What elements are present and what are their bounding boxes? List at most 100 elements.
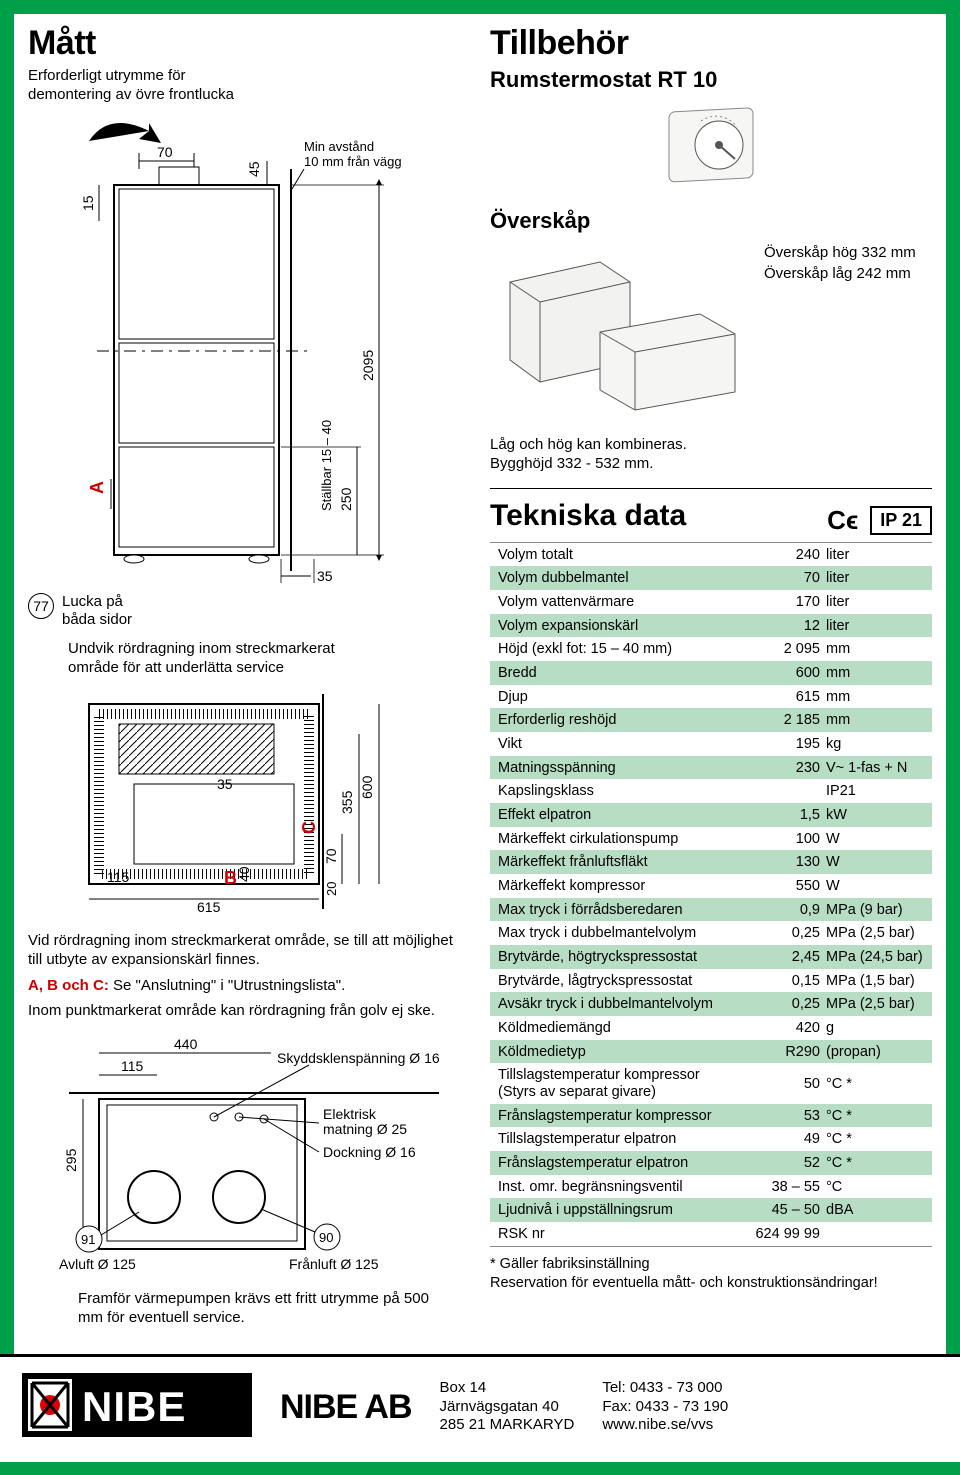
- table-row: Köldmediemängd420g: [490, 1016, 932, 1040]
- footnote-factory-setting: * Gäller fabriksinställning: [490, 1255, 932, 1275]
- label-franluft: Frånluft Ø 125: [289, 1256, 379, 1272]
- cabinet-labels: Överskåp hög 332 mm Överskåp låg 242 mm: [764, 242, 916, 432]
- table-row: Tillslagstemperatur kompressor (Styrs av…: [490, 1063, 932, 1103]
- table-cell-label: Tillslagstemperatur kompressor (Styrs av…: [490, 1063, 747, 1103]
- table-cell-value: 0,15: [747, 969, 822, 993]
- svg-text:40: 40: [236, 866, 252, 882]
- table-cell-label: Bredd: [490, 661, 747, 685]
- table-cell-unit: mm: [822, 637, 932, 661]
- table-cell-unit: °C *: [822, 1127, 932, 1151]
- table-cell-unit: liter: [822, 543, 932, 567]
- label-min-distance: Min avstånd: [304, 139, 374, 154]
- table-cell-label: Tillslagstemperatur elpatron: [490, 1127, 747, 1151]
- label-adjustable: Ställbar 15 – 40: [319, 419, 334, 510]
- table-cell-value: 100: [747, 827, 822, 851]
- dim-35b: 35: [217, 776, 233, 792]
- table-row: Volym totalt240liter: [490, 543, 932, 567]
- table-cell-label: Avsäkr tryck i dubbelmantelvolym: [490, 992, 747, 1016]
- footnote-reservation: Reservation för eventuella mått- och kon…: [490, 1274, 932, 1294]
- technical-data-footnotes: * Gäller fabriksinställning Reservation …: [490, 1255, 932, 1294]
- table-cell-value: 70: [747, 566, 822, 590]
- note-avoid-piping: Undvik rördragning inom streckmarkerat o…: [68, 640, 378, 678]
- table-cell-value: 2,45: [747, 945, 822, 969]
- table-row: Max tryck i förrådsberedaren0,9MPa (9 ba…: [490, 898, 932, 922]
- table-cell-unit: liter: [822, 566, 932, 590]
- dim-295: 295: [63, 1148, 79, 1172]
- note-abc-prefix: A, B och C:: [28, 977, 109, 994]
- company-address: Box 14 Järnvägsgatan 40 285 21 MARKARYD: [440, 1379, 575, 1435]
- table-cell-label: Effekt elpatron: [490, 803, 747, 827]
- label-cabinet-high: Överskåp hög 332 mm: [764, 242, 916, 263]
- table-row: Volym expansionskärl12liter: [490, 614, 932, 638]
- table-cell-value: 53: [747, 1104, 822, 1128]
- table-row: Inst. omr. begränsningsventil38 – 55°C: [490, 1175, 932, 1199]
- table-cell-value: 0,25: [747, 992, 822, 1016]
- heading-accessories: Tillbehör: [490, 24, 932, 63]
- table-cell-label: Djup: [490, 685, 747, 709]
- table-cell-label: Frånslagstemperatur elpatron: [490, 1151, 747, 1175]
- table-cell-unit: W: [822, 874, 932, 898]
- table-row: Vikt195kg: [490, 732, 932, 756]
- figure-bottom-connections: 440 115: [28, 1027, 470, 1277]
- table-cell-value: 52: [747, 1151, 822, 1175]
- table-cell-value: 12: [747, 614, 822, 638]
- subheading-thermostat: Rumstermostat RT 10: [490, 67, 932, 93]
- ce-mark-icon: Cϵ: [827, 505, 858, 536]
- contact-web: www.nibe.se/vvs: [602, 1416, 728, 1435]
- table-row: Frånslagstemperatur kompressor53°C *: [490, 1104, 932, 1128]
- dim-440: 440: [174, 1036, 198, 1052]
- dim-250: 250: [338, 487, 354, 511]
- table-cell-value: 2 095: [747, 637, 822, 661]
- table-row: Märkeffekt kompressor550W: [490, 874, 932, 898]
- label-avluft: Avluft Ø 125: [59, 1256, 136, 1272]
- callout-91: 91: [81, 1232, 95, 1247]
- table-cell-label: Max tryck i förrådsberedaren: [490, 898, 747, 922]
- table-cell-unit: dBA: [822, 1198, 932, 1222]
- table-row: RSK nr624 99 99: [490, 1222, 932, 1246]
- table-cell-value: 1,5: [747, 803, 822, 827]
- table-cell-value: 38 – 55: [747, 1175, 822, 1199]
- table-cell-value: 600: [747, 661, 822, 685]
- table-cell-value: [747, 779, 822, 803]
- table-cell-unit: liter: [822, 614, 932, 638]
- table-row: Volym vattenvärmare170liter: [490, 590, 932, 614]
- table-cell-unit: °C *: [822, 1151, 932, 1175]
- label-a: A: [87, 481, 107, 494]
- table-row: KöldmedietypR290(propan): [490, 1040, 932, 1064]
- svg-text:10 mm från vägg: 10 mm från vägg: [304, 154, 402, 169]
- table-cell-label: Volym expansionskärl: [490, 614, 747, 638]
- table-cell-unit: [822, 1222, 932, 1246]
- table-cell-label: Kapslingsklass: [490, 779, 747, 803]
- right-column: Tillbehör Rumstermostat RT 10 Överskåp: [490, 14, 932, 1334]
- note-dotted-area: Inom punktmarkerat område kan rördragnin…: [28, 1001, 470, 1021]
- table-cell-unit: MPa (1,5 bar): [822, 969, 932, 993]
- dim-15: 15: [80, 195, 96, 211]
- nibe-logo: NIBE: [22, 1373, 252, 1442]
- table-row: Volym dubbelmantel70liter: [490, 566, 932, 590]
- lucka-row: 77 Lucka på båda sidor: [28, 593, 470, 631]
- table-row: Brytvärde, högtryckspressostat2,45MPa (2…: [490, 945, 932, 969]
- table-cell-value: 420: [747, 1016, 822, 1040]
- figure-top-section: 600 355 70 20 C 35 615 115 40 B: [28, 684, 470, 919]
- table-cell-value: 50: [747, 1063, 822, 1103]
- table-cell-label: Volym dubbelmantel: [490, 566, 747, 590]
- content-row: Mått Erforderligt utrymme för demonterin…: [14, 14, 946, 1354]
- label-c: C: [299, 821, 319, 834]
- table-row: Max tryck i dubbelmantelvolym0,25MPa (2,…: [490, 921, 932, 945]
- table-cell-value: 230: [747, 756, 822, 780]
- svg-text:matning Ø 25: matning Ø 25: [323, 1121, 407, 1137]
- table-row: Märkeffekt cirkulationspump100W: [490, 827, 932, 851]
- dim-355: 355: [339, 790, 355, 814]
- callout-77: 77: [28, 593, 54, 619]
- dim-615: 615: [197, 899, 221, 915]
- table-cell-unit: MPa (24,5 bar): [822, 945, 932, 969]
- table-cell-unit: g: [822, 1016, 932, 1040]
- dim-70: 70: [157, 144, 173, 160]
- table-cell-unit: (propan): [822, 1040, 932, 1064]
- table-row: Erforderlig reshöjd2 185mm: [490, 708, 932, 732]
- table-cell-value: 550: [747, 874, 822, 898]
- table-row: Djup615mm: [490, 685, 932, 709]
- note-front-clearance: Framför värmepumpen krävs ett fritt utry…: [78, 1289, 438, 1328]
- table-cell-label: Köldmedietyp: [490, 1040, 747, 1064]
- svg-text:20: 20: [324, 881, 339, 895]
